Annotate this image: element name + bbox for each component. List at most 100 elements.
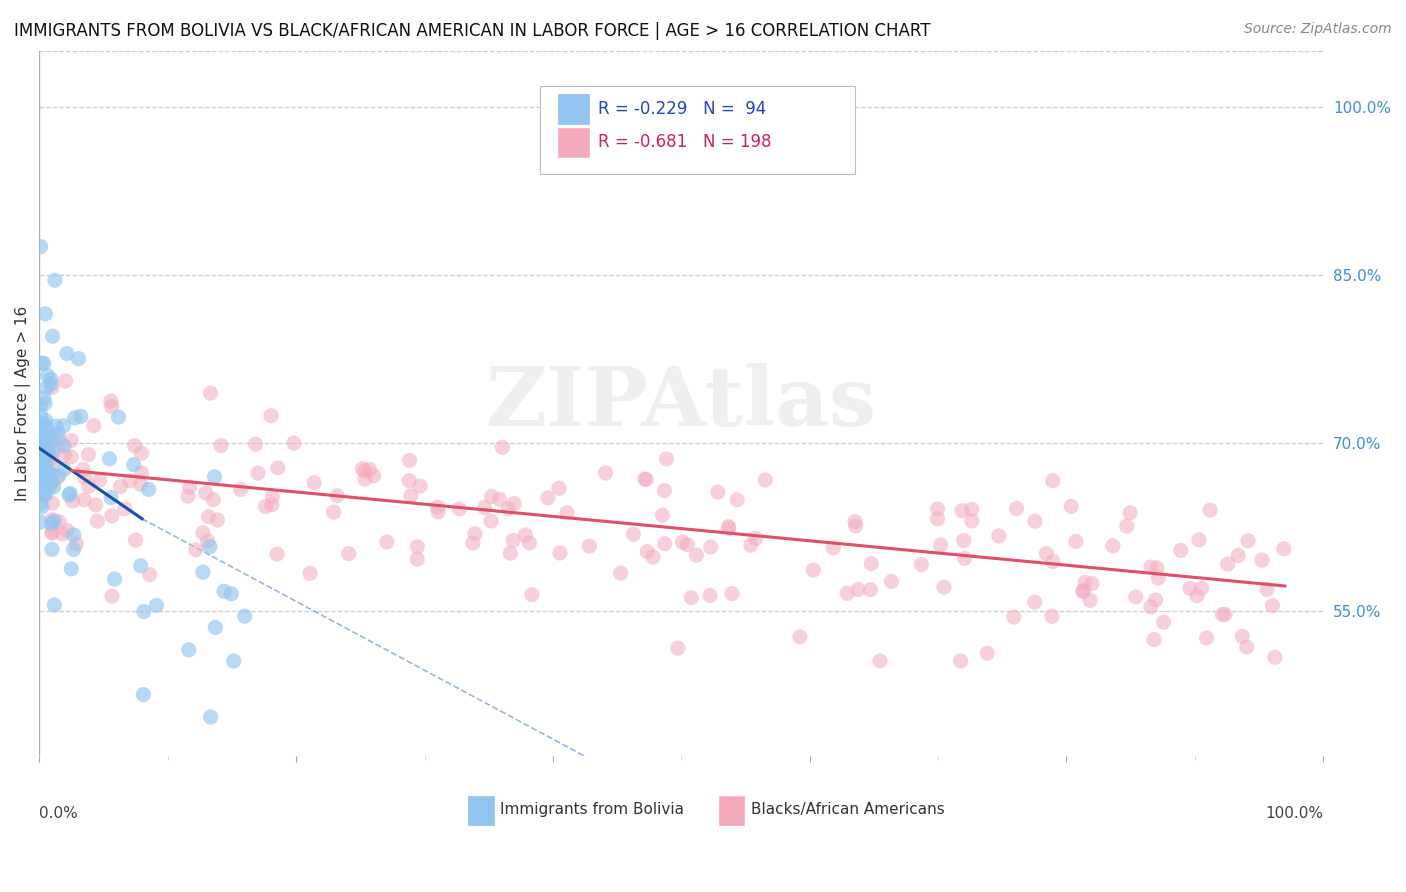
Point <box>363 468 385 483</box>
Point <box>1251 553 1274 567</box>
Point <box>34 448 56 462</box>
Point <box>31 458 53 473</box>
Point <box>1102 539 1125 553</box>
Point <box>754 473 776 487</box>
Point <box>122 458 145 472</box>
Point <box>801 563 824 577</box>
Point <box>62 542 84 557</box>
Point <box>254 500 277 514</box>
Point <box>58 488 80 502</box>
Point <box>302 475 325 490</box>
Point <box>41 380 63 394</box>
Point <box>666 641 689 656</box>
Point <box>1042 554 1064 568</box>
Point <box>1024 514 1046 528</box>
Point <box>38 479 60 493</box>
Point <box>101 508 124 523</box>
Point <box>124 533 146 548</box>
Point <box>30 398 52 412</box>
Point <box>354 464 377 478</box>
Point <box>1232 629 1254 643</box>
Text: Immigrants from Bolivia: Immigrants from Bolivia <box>501 802 685 816</box>
Point <box>34 413 56 427</box>
Point <box>721 586 744 600</box>
Point <box>960 502 983 516</box>
Point <box>927 512 949 526</box>
Point <box>204 469 226 483</box>
Point <box>929 538 952 552</box>
FancyBboxPatch shape <box>558 95 589 124</box>
Point <box>260 498 283 512</box>
Point <box>53 448 76 462</box>
Point <box>60 450 83 464</box>
Point <box>685 548 707 562</box>
Point <box>1272 541 1295 556</box>
Point <box>717 519 740 533</box>
Point <box>555 506 578 520</box>
Point <box>42 480 65 494</box>
Point <box>204 620 226 634</box>
Point <box>198 540 221 554</box>
Point <box>262 490 284 504</box>
Point <box>950 504 973 518</box>
Point <box>35 487 58 501</box>
Text: ZIPAtlas: ZIPAtlas <box>486 363 877 443</box>
Point <box>1147 571 1170 585</box>
Point <box>699 589 721 603</box>
Point <box>45 471 67 485</box>
Y-axis label: In Labor Force | Age > 16: In Labor Force | Age > 16 <box>15 306 31 501</box>
Point <box>222 654 245 668</box>
Point <box>86 514 108 528</box>
Point <box>706 485 728 500</box>
Point <box>354 472 377 486</box>
Point <box>30 496 52 510</box>
Point <box>634 472 657 486</box>
Point <box>52 418 75 433</box>
Point <box>32 458 55 473</box>
Point <box>30 432 52 446</box>
Point <box>537 491 560 505</box>
Point <box>267 460 290 475</box>
Point <box>987 529 1010 543</box>
Point <box>129 558 152 573</box>
Point <box>39 431 62 445</box>
Point <box>1042 474 1064 488</box>
Point <box>1178 581 1201 595</box>
Point <box>41 467 63 481</box>
Point <box>298 566 321 581</box>
Point <box>101 589 124 603</box>
Point <box>30 472 52 486</box>
Point <box>681 591 703 605</box>
Point <box>960 514 983 528</box>
Point <box>132 605 155 619</box>
Point <box>44 514 66 528</box>
Point <box>34 307 56 321</box>
Point <box>1081 576 1104 591</box>
Point <box>184 542 207 557</box>
Point <box>197 509 219 524</box>
Point <box>41 329 63 343</box>
Point <box>38 475 60 489</box>
Point <box>464 526 486 541</box>
Point <box>46 440 69 454</box>
Point <box>101 400 124 414</box>
Point <box>45 419 67 434</box>
Point <box>110 479 132 493</box>
Point <box>671 535 693 549</box>
Point <box>41 451 63 466</box>
Point <box>56 346 79 360</box>
Text: R = -0.229   N =  94: R = -0.229 N = 94 <box>598 100 766 119</box>
Point <box>32 417 55 431</box>
Point <box>548 546 571 560</box>
Point <box>652 483 675 498</box>
Point <box>406 540 429 554</box>
Point <box>62 528 84 542</box>
Point <box>643 550 665 565</box>
Point <box>83 418 105 433</box>
Point <box>129 477 152 491</box>
Point <box>32 418 55 433</box>
Point <box>41 443 63 458</box>
Point <box>398 453 420 467</box>
FancyBboxPatch shape <box>558 128 589 157</box>
Point <box>179 480 201 494</box>
